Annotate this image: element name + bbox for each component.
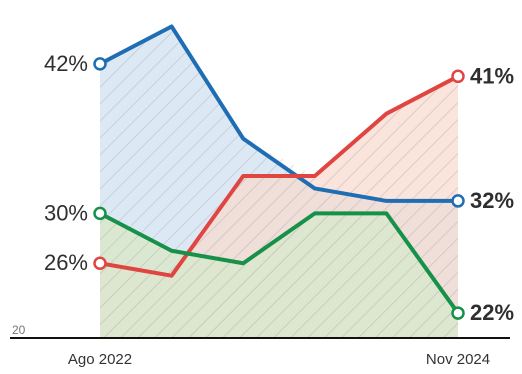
series-1-start-label: 42% <box>44 51 88 76</box>
series-2-end-point <box>451 69 465 84</box>
hatch-layer <box>100 26 458 338</box>
series-2-start-label: 26% <box>44 250 88 275</box>
series-1-line <box>98 24 460 203</box>
series-3-end-point <box>451 306 465 320</box>
y-baseline-label: 20 <box>12 323 26 337</box>
x-tick-label-2: Nov 2024 <box>426 351 490 368</box>
series-2-end-label: 41% <box>470 63 514 88</box>
series-1-start-point <box>93 57 107 71</box>
axis-layer: 20 Ago 2022 Nov 2024 <box>10 323 510 368</box>
lines-layer <box>98 24 460 316</box>
series-3-start-point <box>93 206 107 221</box>
series-2-start-point <box>93 256 107 270</box>
series-3-start-label: 30% <box>44 200 88 225</box>
x-tick-label-1: Ago 2022 <box>68 351 132 368</box>
series-2-line <box>98 74 460 278</box>
series-3-line <box>98 211 460 316</box>
series-3-end-label: 22% <box>470 300 514 325</box>
series-1-end-label: 32% <box>470 188 514 213</box>
labels-layer: 42% 32% 26% 41% 30% 22% <box>44 51 514 325</box>
hatch-overlay <box>100 26 458 338</box>
series-1-end-point <box>451 194 465 208</box>
points-layer <box>93 57 465 320</box>
